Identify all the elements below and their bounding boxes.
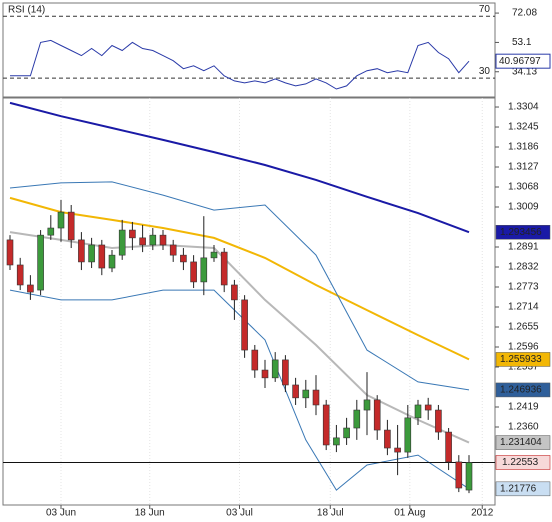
candle-body <box>6 239 14 266</box>
value-label: 1.293456 <box>500 227 542 238</box>
candle-body <box>424 404 432 411</box>
candle-body <box>169 244 177 256</box>
value-label: 1.255933 <box>500 354 542 365</box>
y-tick-label: 1.2714 <box>508 302 539 313</box>
candle-body <box>98 244 106 269</box>
candle-body <box>465 462 473 491</box>
y-tick-label: 1.2596 <box>508 342 539 353</box>
value-label: 40.96797 <box>499 56 541 67</box>
price-panel-frame <box>2 97 496 506</box>
y-tick-label: 1.2537 <box>508 362 539 373</box>
candle-body <box>67 211 75 241</box>
value-label: 1.21776 <box>500 483 537 494</box>
candle-body <box>261 369 269 379</box>
candle-body <box>384 429 391 449</box>
candle-body <box>139 237 146 246</box>
candle-body <box>159 234 167 246</box>
candle-body <box>322 404 330 446</box>
y-tick-label: 1.2360 <box>508 422 539 433</box>
value-label: 1.231404 <box>500 437 542 448</box>
y-tick-label: 1.2773 <box>508 282 539 293</box>
candle-body <box>118 229 126 256</box>
overlay-line <box>9 289 470 491</box>
x-tick-label: 2012 <box>471 508 494 519</box>
candle-body <box>27 284 34 293</box>
x-tick-label: 01 Aug <box>394 508 425 519</box>
candle-body <box>312 389 320 406</box>
level-label: 30 <box>479 66 491 77</box>
candle-body <box>149 234 157 246</box>
value-label: 1.246936 <box>500 385 542 396</box>
candle-body <box>78 239 85 263</box>
y-tick-label: 1.3068 <box>508 182 539 193</box>
x-tick-label: 03 Jun <box>46 508 76 519</box>
value-label-box <box>495 455 551 470</box>
overlay-line <box>9 196 470 361</box>
x-tick-label: 03 Jul <box>226 508 253 519</box>
value-label-box <box>495 382 551 398</box>
candle-body <box>88 244 95 263</box>
candle-body <box>241 299 248 351</box>
candle-body <box>363 399 371 411</box>
candle-body <box>282 359 289 386</box>
level-label: 70 <box>479 4 491 15</box>
rsi-title: RSI (14) <box>8 5 45 16</box>
y-tick-label: 1.3127 <box>508 162 539 173</box>
y-tick-label: 1.2832 <box>508 262 539 273</box>
candle-body <box>435 409 442 433</box>
y-tick-label: 72.08 <box>512 8 537 19</box>
candle-body <box>394 447 401 453</box>
value-label-box <box>495 224 551 240</box>
candle-body <box>343 427 350 439</box>
x-tick-label: 18 Jun <box>135 508 165 519</box>
candle-body <box>373 399 381 431</box>
value-label-box <box>495 352 551 367</box>
y-tick-label: 53.1 <box>512 37 532 48</box>
candle-body <box>57 211 65 229</box>
candle-body <box>414 404 422 419</box>
candle-body <box>220 251 228 286</box>
candle-body <box>190 261 197 283</box>
candle-body <box>302 389 310 399</box>
rsi-line <box>10 39 470 90</box>
candle-body <box>16 264 24 286</box>
candle-body <box>353 409 361 429</box>
candle-body <box>404 417 412 453</box>
overlay-line <box>9 101 470 234</box>
candle-body <box>200 257 208 283</box>
x-tick-label: 18 Jul <box>317 508 344 519</box>
candle-body <box>271 359 279 379</box>
candle-body <box>47 227 55 236</box>
overlay-line <box>9 231 470 444</box>
y-tick-label: 1.2655 <box>508 322 539 333</box>
candle-body <box>251 349 259 371</box>
value-label-box <box>495 481 551 497</box>
y-tick-label: 1.3186 <box>508 142 539 153</box>
value-label: 1.22553 <box>502 457 539 468</box>
candle-body <box>108 254 116 269</box>
candle-body <box>210 251 218 259</box>
y-tick-label: 1.2419 <box>508 402 539 413</box>
candle-body <box>180 254 187 263</box>
y-tick-label: 34.13 <box>512 66 537 77</box>
value-label-box <box>495 53 551 69</box>
y-tick-label: 1.3009 <box>508 202 539 213</box>
candle-body <box>37 234 44 291</box>
y-tick-label: 1.3304 <box>508 102 539 113</box>
value-label-box <box>495 435 551 450</box>
rsi-panel-frame <box>2 2 496 98</box>
candle-body <box>333 437 340 446</box>
overlay-line <box>9 181 470 391</box>
candle-body <box>292 384 299 399</box>
candle-body <box>445 431 452 463</box>
candle-body <box>455 461 463 489</box>
y-tick-label: 1.2891 <box>508 242 539 253</box>
y-tick-label: 1.3245 <box>508 122 539 133</box>
candle-body <box>231 284 238 301</box>
candle-body <box>129 229 136 239</box>
